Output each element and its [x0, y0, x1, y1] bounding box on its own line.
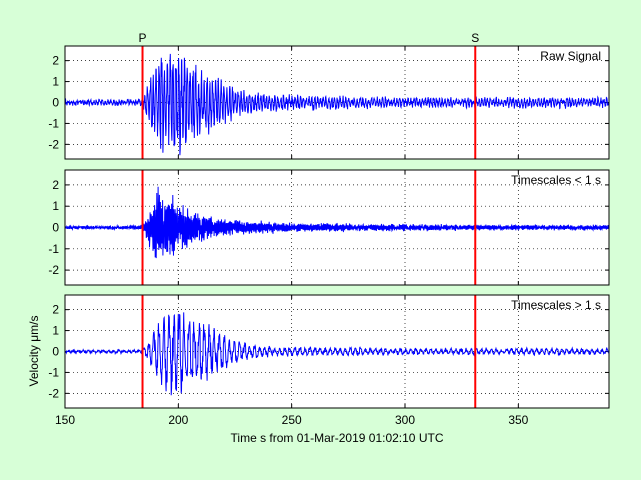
- raw-signal-phase-markers: [141, 46, 477, 159]
- y-tick-label: -2: [48, 386, 59, 400]
- long-timescales-axes-frame: [64, 294, 610, 409]
- long-timescales-title: Timescales > 1 s: [511, 298, 601, 312]
- short-timescales-trace: [64, 186, 610, 259]
- y-tick-label: 2: [52, 54, 59, 68]
- raw-signal-title: Raw Signal: [540, 49, 601, 63]
- y-tick-label: 1: [52, 199, 59, 213]
- y-tick-label: -2: [48, 137, 59, 151]
- x-tick-label: 250: [282, 413, 302, 427]
- x-axis-label: Time s from 01-Mar-2019 01:02:10 UTC: [231, 431, 444, 445]
- y-tick-label: 1: [52, 324, 59, 338]
- y-tick-label: 2: [52, 303, 59, 317]
- raw-signal-axes-frame: [64, 45, 610, 160]
- x-tick-label: 150: [55, 413, 75, 427]
- short-timescales-title: Timescales < 1 s: [511, 173, 601, 187]
- raw-signal-trace: [64, 53, 610, 156]
- y-tick-label: 0: [52, 345, 59, 359]
- y-tick-label: -1: [48, 365, 59, 379]
- raw-signal-panel: -2 -1 0 1 2 Raw Signal: [48, 45, 610, 160]
- phase-label-p: P: [139, 31, 147, 45]
- y-axis-label: Velocity μm/s: [27, 316, 41, 387]
- long-timescales-trace: [64, 312, 610, 396]
- x-tick-label: 200: [168, 413, 188, 427]
- x-tick-label: 350: [508, 413, 528, 427]
- phase-label-s: S: [471, 31, 479, 45]
- y-tick-label: -2: [48, 263, 59, 277]
- long-timescales-panel: -2 -1 0 1 2 Timescales > 1 s: [48, 294, 610, 409]
- short-timescales-phase-markers: [141, 170, 477, 285]
- y-tick-label: 1: [52, 75, 59, 89]
- y-tick-label: 0: [52, 96, 59, 110]
- y-tick-label: 2: [52, 178, 59, 192]
- x-axis-ticks: 150 200 250 300 350: [55, 413, 529, 427]
- y-tick-label: -1: [48, 242, 59, 256]
- short-timescales-axes-frame: [64, 169, 610, 286]
- x-tick-label: 300: [395, 413, 415, 427]
- short-timescales-panel: -2 -1 0 1 2 Timescales < 1 s: [48, 169, 610, 286]
- long-timescales-phase-markers: [141, 295, 477, 408]
- y-tick-label: -1: [48, 116, 59, 130]
- y-tick-label: 0: [52, 221, 59, 235]
